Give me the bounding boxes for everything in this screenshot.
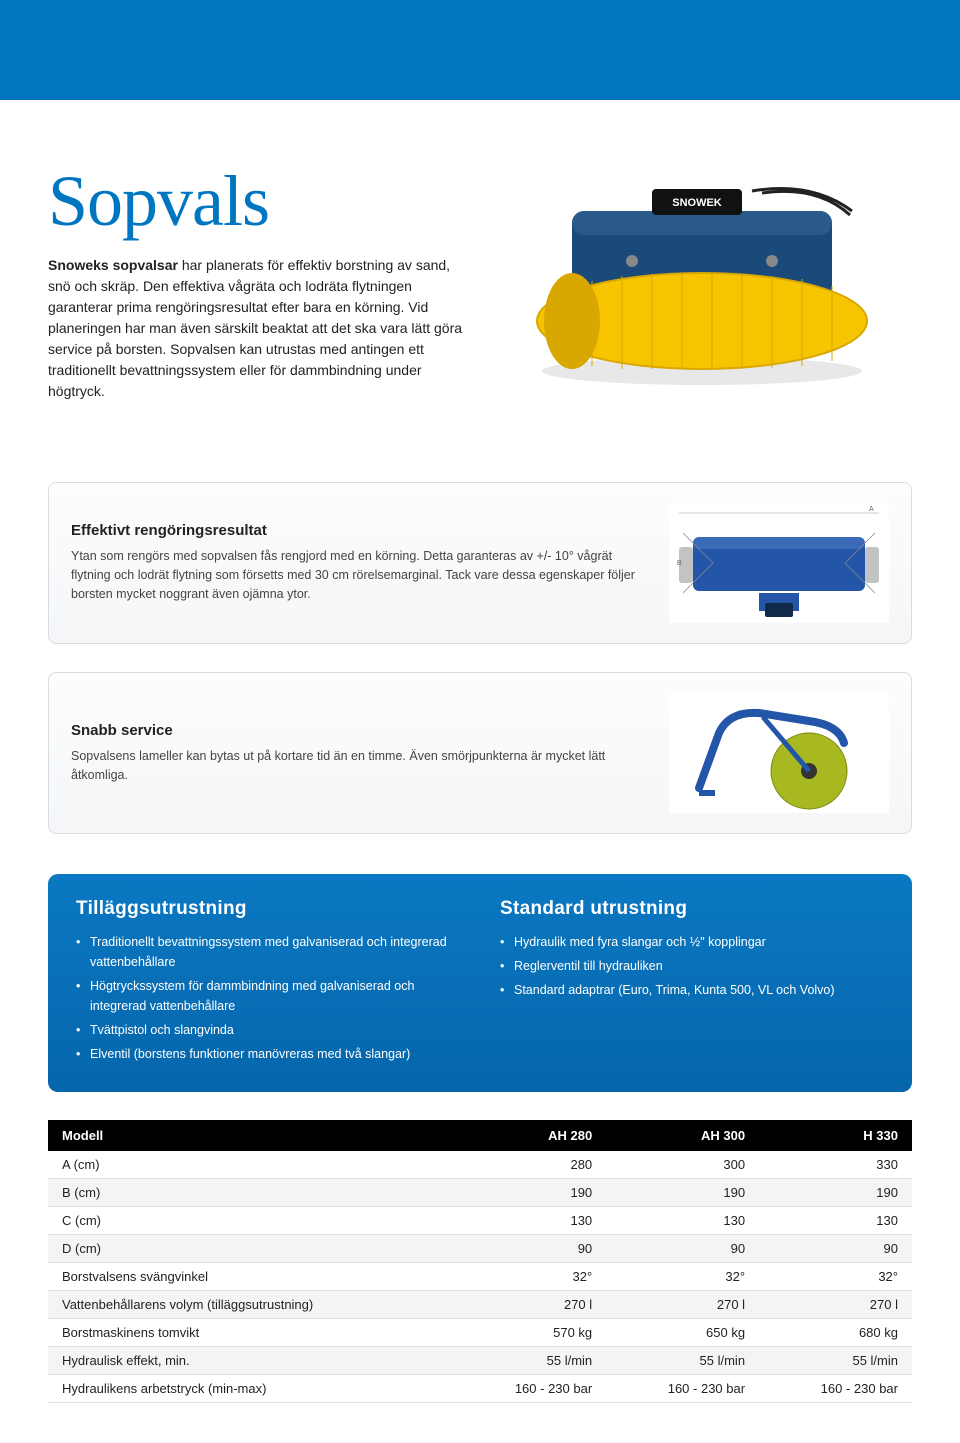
addons-item: Högtryckssystem för dammbindning med gal… <box>76 976 460 1016</box>
spec-cell: 330 <box>759 1151 912 1179</box>
standard-title: Standard utrustning <box>500 898 884 920</box>
spec-col-header: AH 280 <box>453 1120 606 1151</box>
spec-cell: Hydraulisk effekt, min. <box>48 1347 453 1375</box>
spec-cell: 190 <box>453 1179 606 1207</box>
spec-cell: Borstvalsens svängvinkel <box>48 1263 453 1291</box>
standard-item: Hydraulik med fyra slangar och ½" koppli… <box>500 932 884 952</box>
spec-row: Borstmaskinens tomvikt570 kg650 kg680 kg <box>48 1319 912 1347</box>
spec-cell: 300 <box>606 1151 759 1179</box>
spec-cell: 280 <box>453 1151 606 1179</box>
feature-1-text: Effektivt rengöringsresultat Ytan som re… <box>71 522 649 603</box>
spec-table-body: A (cm)280300330B (cm)190190190C (cm)1301… <box>48 1151 912 1403</box>
intro-bold: Snoweks sopvalsar <box>48 257 178 273</box>
feature-1-title: Effektivt rengöringsresultat <box>71 522 649 539</box>
spec-row: D (cm)909090 <box>48 1235 912 1263</box>
top-bar <box>0 0 960 100</box>
spec-col-header: AH 300 <box>606 1120 759 1151</box>
spec-row: B (cm)190190190 <box>48 1179 912 1207</box>
addons-column: Tilläggsutrustning Traditionellt bevattn… <box>76 898 460 1068</box>
spec-cell: 270 l <box>759 1291 912 1319</box>
standard-column: Standard utrustning Hydraulik med fyra s… <box>500 898 884 1068</box>
spec-cell: 55 l/min <box>606 1347 759 1375</box>
addons-item: Elventil (borstens funktioner manövreras… <box>76 1044 460 1064</box>
spec-cell: Hydraulikens arbetstryck (min-max) <box>48 1375 453 1403</box>
spec-row: C (cm)130130130 <box>48 1207 912 1235</box>
spec-col-header: Modell <box>48 1120 453 1151</box>
intro-rest: har planerats för effektiv borstning av … <box>48 257 462 399</box>
feature-card-1: Effektivt rengöringsresultat Ytan som re… <box>48 482 912 644</box>
spec-cell: 270 l <box>453 1291 606 1319</box>
spec-cell: D (cm) <box>48 1235 453 1263</box>
svg-text:B: B <box>677 560 682 567</box>
spec-table: Modell AH 280 AH 300 H 330 A (cm)2803003… <box>48 1120 912 1403</box>
addons-title: Tilläggsutrustning <box>76 898 460 920</box>
spec-cell: A (cm) <box>48 1151 453 1179</box>
spec-cell: 130 <box>606 1207 759 1235</box>
standard-item: Reglerventil till hydrauliken <box>500 956 884 976</box>
spec-row: A (cm)280300330 <box>48 1151 912 1179</box>
spec-cell: 130 <box>759 1207 912 1235</box>
hero-image-wrap: SNOWEK <box>492 160 912 402</box>
spec-cell: 90 <box>759 1235 912 1263</box>
spec-cell: 160 - 230 bar <box>759 1375 912 1403</box>
addons-item: Tvättpistol och slangvinda <box>76 1020 460 1040</box>
spec-cell: 270 l <box>606 1291 759 1319</box>
spec-cell: 130 <box>453 1207 606 1235</box>
spec-cell: C (cm) <box>48 1207 453 1235</box>
feature-1-diagram: A B <box>669 503 889 623</box>
hero-text: Sopvals Snoweks sopvalsar har planerats … <box>48 160 468 402</box>
intro-paragraph: Snoweks sopvalsar har planerats för effe… <box>48 255 468 402</box>
feature-2-text: Snabb service Sopvalsens lameller kan by… <box>71 722 649 785</box>
standard-item: Standard adaptrar (Euro, Trima, Kunta 50… <box>500 980 884 1000</box>
spec-cell: 32° <box>759 1263 912 1291</box>
spec-table-head: Modell AH 280 AH 300 H 330 <box>48 1120 912 1151</box>
spec-cell: 55 l/min <box>453 1347 606 1375</box>
spec-cell: 190 <box>759 1179 912 1207</box>
spec-row: Hydraulikens arbetstryck (min-max)160 - … <box>48 1375 912 1403</box>
spec-cell: 32° <box>606 1263 759 1291</box>
spec-cell: 160 - 230 bar <box>606 1375 759 1403</box>
standard-list: Hydraulik med fyra slangar och ½" koppli… <box>500 932 884 1000</box>
spec-cell: 90 <box>606 1235 759 1263</box>
spec-row: Hydraulisk effekt, min.55 l/min55 l/min5… <box>48 1347 912 1375</box>
spec-cell: 650 kg <box>606 1319 759 1347</box>
spec-cell: 570 kg <box>453 1319 606 1347</box>
spec-cell: 32° <box>453 1263 606 1291</box>
feature-1-body: Ytan som rengörs med sopvalsen fås rengj… <box>71 547 649 603</box>
feature-2-title: Snabb service <box>71 722 649 739</box>
page-title: Sopvals <box>48 160 468 243</box>
feature-2-body: Sopvalsens lameller kan bytas ut på kort… <box>71 747 649 785</box>
spec-cell: Vattenbehållarens volym (tilläggsutrustn… <box>48 1291 453 1319</box>
hero-section: Sopvals Snoweks sopvalsar har planerats … <box>48 160 912 402</box>
spec-col-header: H 330 <box>759 1120 912 1151</box>
product-illustration: SNOWEK <box>512 171 892 391</box>
feature-2-diagram <box>669 693 889 813</box>
svg-text:A: A <box>869 506 874 513</box>
addons-list: Traditionellt bevattningssystem med galv… <box>76 932 460 1064</box>
spec-row: Borstvalsens svängvinkel32°32°32° <box>48 1263 912 1291</box>
spec-cell: 680 kg <box>759 1319 912 1347</box>
spec-cell: 190 <box>606 1179 759 1207</box>
svg-text:SNOWEK: SNOWEK <box>672 197 722 209</box>
page-content: Sopvals Snoweks sopvalsar har planerats … <box>0 100 960 1443</box>
equipment-box: Tilläggsutrustning Traditionellt bevattn… <box>48 874 912 1092</box>
spec-row: Vattenbehållarens volym (tilläggsutrustn… <box>48 1291 912 1319</box>
spec-cell: B (cm) <box>48 1179 453 1207</box>
feature-card-2: Snabb service Sopvalsens lameller kan by… <box>48 672 912 834</box>
spec-cell: Borstmaskinens tomvikt <box>48 1319 453 1347</box>
spec-cell: 160 - 230 bar <box>453 1375 606 1403</box>
spec-cell: 55 l/min <box>759 1347 912 1375</box>
spec-cell: 90 <box>453 1235 606 1263</box>
addons-item: Traditionellt bevattningssystem med galv… <box>76 932 460 972</box>
